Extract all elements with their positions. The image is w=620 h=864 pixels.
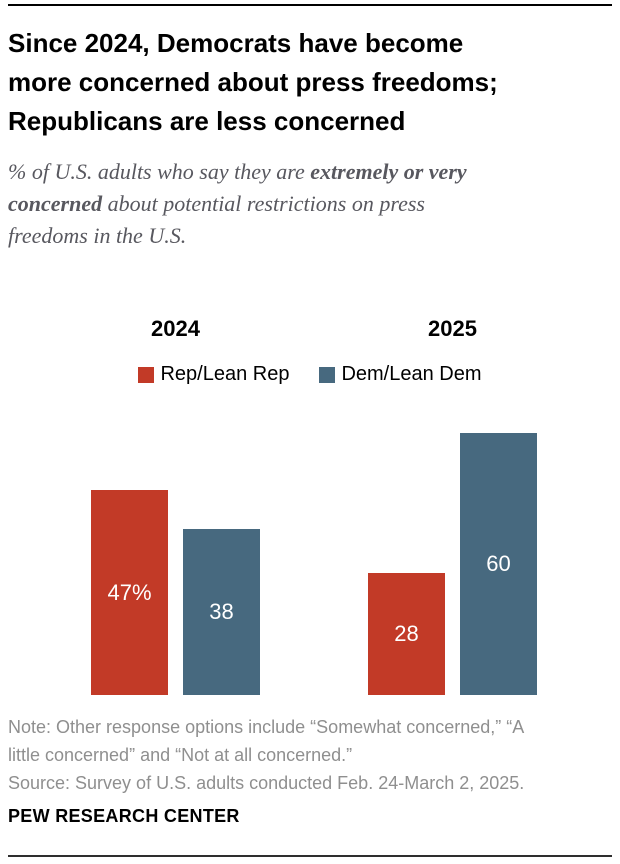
bar-2025-dem-lean-dem: 60: [460, 433, 537, 695]
bar-group-2024: 47% 38: [91, 490, 260, 695]
page-title: Since 2024, Democrats have become more c…: [8, 24, 618, 141]
bar-2024-rep-lean-rep: 47%: [91, 490, 168, 695]
category-label-2024: 2024: [151, 316, 200, 341]
subtitle-line-2: concerned about potential restrictions o…: [8, 188, 618, 220]
subtitle-bold-text: extremely or very: [310, 159, 467, 184]
plot-area: 47% 38 28 60: [0, 433, 620, 695]
legend-swatch-rep: [138, 366, 155, 383]
title-line-3: Republicans are less concerned: [8, 106, 406, 136]
chart-legend: Rep/Lean Rep Dem/Lean Dem: [0, 363, 620, 386]
title-line-2: more concerned about press freedoms;: [8, 67, 498, 97]
top-divider: [8, 4, 612, 6]
note-line-2: little concerned” and “Not at all concer…: [8, 745, 353, 765]
category-label-2025: 2025: [428, 316, 477, 341]
bar-2024-dem-lean-dem: 38: [183, 529, 260, 695]
bar-value-label: 38: [209, 599, 234, 624]
legend-item-dem: Dem/Lean Dem: [319, 363, 482, 386]
subtitle-text: % of U.S. adults who say they are: [8, 159, 311, 184]
subtitle-bold-text: concerned: [8, 191, 103, 216]
chart-subtitle: % of U.S. adults who say they are extrem…: [8, 156, 618, 252]
legend-label-dem: Dem/Lean Dem: [341, 363, 482, 385]
bar-group-2025: 28 60: [368, 433, 537, 695]
subtitle-text: about potential restrictions on press: [102, 191, 425, 216]
legend-item-rep: Rep/Lean Rep: [138, 363, 289, 386]
bar-value-label: 60: [486, 551, 511, 576]
chart-note: Note: Other response options include “So…: [8, 713, 618, 797]
legend-label-rep: Rep/Lean Rep: [160, 363, 290, 385]
subtitle-text: freedoms in the U.S.: [8, 223, 187, 248]
bar-value-label: 47%: [107, 579, 152, 605]
title-line-1: Since 2024, Democrats have become: [8, 28, 464, 58]
subtitle-line-1: % of U.S. adults who say they are extrem…: [8, 156, 618, 188]
bar-2025-rep-lean-rep: 28: [368, 573, 445, 695]
note-line-1: Note: Other response options include “So…: [8, 717, 525, 737]
source-line: Source: Survey of U.S. adults conducted …: [8, 773, 525, 793]
bottom-divider: [8, 855, 612, 857]
subtitle-line-3: freedoms in the U.S.: [8, 220, 618, 252]
pew-research-center-logo: PEW RESEARCH CENTER: [8, 806, 240, 826]
bar-value-label: 28: [394, 621, 419, 646]
legend-swatch-dem: [319, 366, 336, 383]
